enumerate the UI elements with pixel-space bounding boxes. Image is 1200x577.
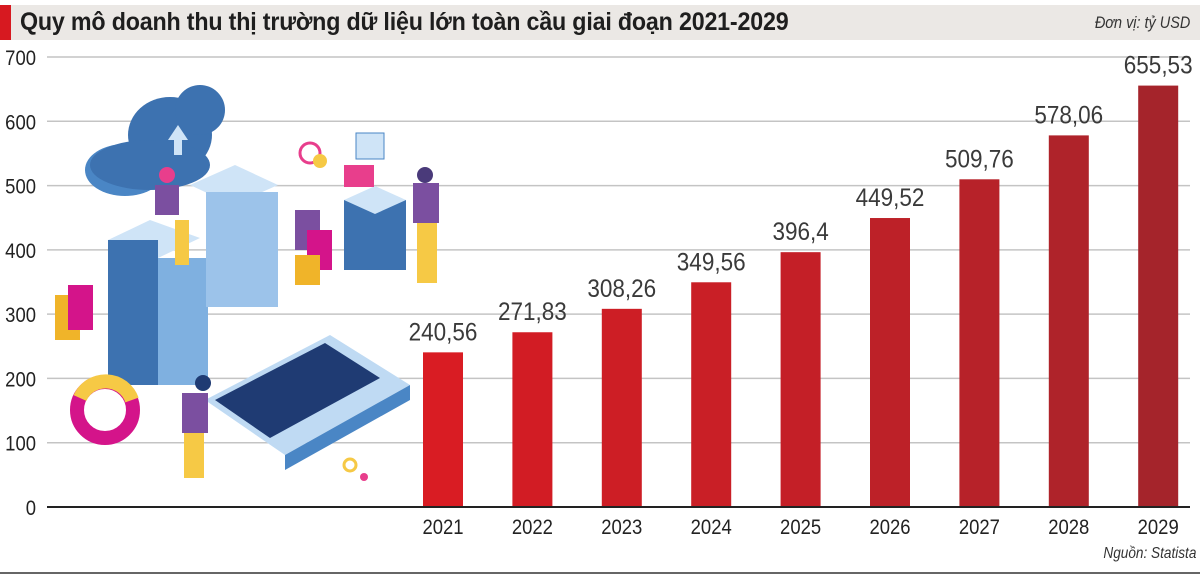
- x-tick-label: 2028: [1048, 516, 1089, 539]
- cloud-icon: [85, 85, 225, 196]
- value-label: 655,53: [1124, 52, 1193, 80]
- y-tick-label: 700: [5, 47, 36, 70]
- laptop-icon: [205, 335, 410, 470]
- chart-title: Quy mô doanh thu thị trường dữ liệu lớn …: [20, 8, 789, 36]
- bar-2025: [780, 252, 821, 507]
- bottom-divider: [0, 572, 1200, 574]
- value-label: 396,4: [772, 218, 828, 246]
- chat-bubble-icon: [344, 132, 385, 187]
- value-label: 578,06: [1034, 101, 1103, 129]
- unit-label: Đơn vị: tỷ USD: [1094, 13, 1190, 32]
- server-stack-icon: [344, 186, 406, 270]
- value-label: 509,76: [945, 145, 1014, 173]
- x-tick-label: 2022: [512, 516, 553, 539]
- y-tick-label: 600: [5, 111, 36, 134]
- title-accent-bar: [0, 5, 11, 40]
- bar-2028: [1048, 135, 1089, 507]
- bar-2027: [959, 179, 1000, 507]
- x-tick-label: 2027: [959, 516, 1000, 539]
- x-tick-label: 2026: [869, 516, 910, 539]
- big-data-illustration: [55, 85, 439, 481]
- person-icon: [155, 167, 439, 478]
- bar-2029: [1138, 85, 1179, 507]
- donut-chart-icon: [70, 374, 140, 445]
- value-label: 240,56: [409, 318, 478, 346]
- y-tick-label: 200: [5, 368, 36, 391]
- x-tick-label: 2029: [1138, 516, 1179, 539]
- bar-2023: [601, 308, 642, 507]
- title-bar: Quy mô doanh thu thị trường dữ liệu lớn …: [0, 5, 1200, 40]
- value-label: 271,83: [498, 298, 567, 326]
- bar-2022: [512, 332, 553, 507]
- y-tick-label: 500: [5, 176, 36, 199]
- y-tick-label: 100: [5, 433, 36, 456]
- y-tick-label: 400: [5, 240, 36, 263]
- y-tick-label: 0: [26, 497, 36, 520]
- y-tick-label: 300: [5, 304, 36, 327]
- bar-2021: [423, 352, 463, 507]
- x-tick-label: 2021: [422, 516, 463, 539]
- source-note: Nguồn: Statista: [1103, 545, 1196, 562]
- x-tick-label: 2024: [691, 516, 732, 539]
- value-label: 449,52: [856, 184, 925, 212]
- bar-blocks-icon: [55, 210, 332, 340]
- bar-2026: [870, 218, 910, 507]
- server-rack-icon: [108, 165, 278, 385]
- x-tick-label: 2025: [780, 516, 821, 539]
- x-tick-label: 2023: [601, 516, 642, 539]
- bar-2024: [691, 282, 732, 507]
- value-label: 308,26: [587, 275, 656, 303]
- value-label: 349,56: [677, 248, 746, 276]
